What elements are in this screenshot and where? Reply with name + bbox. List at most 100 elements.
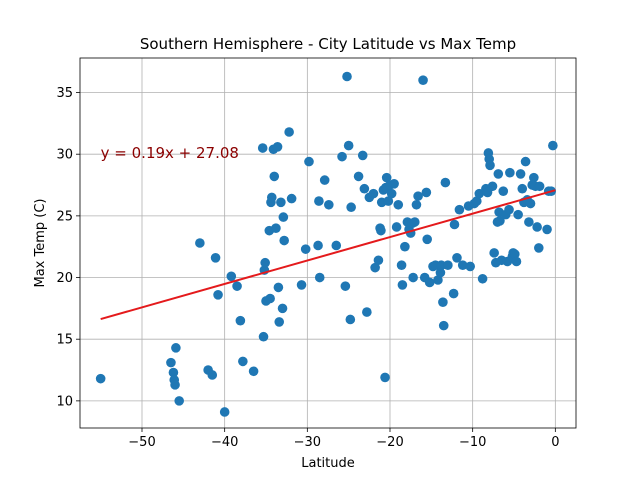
data-point (286, 193, 297, 204)
data-point (489, 248, 499, 258)
data-point (213, 290, 223, 300)
data-point (340, 281, 351, 291)
x-tick-label: −10 (459, 435, 486, 450)
data-point (276, 197, 286, 208)
data-point (381, 172, 392, 183)
data-point (272, 142, 283, 152)
data-point (260, 257, 270, 268)
grid-lines (80, 58, 576, 428)
data-point (226, 271, 237, 282)
data-point (314, 272, 325, 283)
data-point (331, 240, 342, 251)
data-point (452, 252, 462, 263)
data-point (449, 219, 460, 230)
data-point (313, 240, 323, 251)
regression-line (100, 189, 556, 321)
data-point (386, 188, 397, 199)
data-point (525, 198, 536, 209)
data-point (495, 216, 505, 226)
data-point (435, 267, 446, 278)
data-point (465, 261, 475, 272)
data-point (487, 181, 498, 192)
data-point (357, 150, 368, 161)
data-point (418, 75, 428, 85)
y-tick-label: 30 (56, 148, 73, 163)
data-point (368, 188, 379, 199)
data-point (219, 407, 230, 417)
data-point (370, 262, 380, 273)
data-point (408, 272, 418, 283)
data-point (324, 199, 334, 210)
data-point (373, 255, 384, 266)
data-point (337, 151, 347, 162)
data-point (440, 177, 451, 188)
data-point (166, 357, 176, 368)
data-point (504, 204, 514, 215)
y-tick-label: 35 (56, 86, 73, 101)
axis-ticks: −50 −40 −30 −20 −10 0 10 15 20 25 30 35 (56, 86, 559, 450)
x-tick-label: −40 (211, 435, 238, 450)
data-point (477, 273, 488, 284)
data-point (274, 317, 285, 327)
data-point (433, 275, 443, 285)
data-point (345, 314, 356, 325)
data-point (170, 380, 180, 390)
data-point (277, 303, 288, 314)
data-points (95, 71, 558, 417)
data-point (279, 235, 289, 246)
data-point (454, 204, 465, 215)
data-point (498, 186, 509, 196)
data-point (389, 179, 399, 189)
data-point (515, 169, 526, 179)
data-point (238, 356, 248, 367)
data-point (510, 249, 520, 259)
data-point (448, 288, 459, 299)
data-point (266, 192, 277, 203)
data-point (400, 241, 410, 252)
data-point (511, 256, 522, 267)
data-point (343, 140, 354, 151)
data-point (534, 181, 545, 192)
data-point (424, 277, 435, 288)
x-tick-label: 0 (551, 435, 559, 450)
data-point (248, 366, 259, 377)
chart-title: Southern Hemisphere - City Latitude vs M… (140, 35, 516, 53)
y-axis-label: Max Temp (C) (33, 198, 48, 287)
data-point (443, 260, 453, 271)
data-point (513, 209, 523, 220)
data-point (532, 222, 542, 232)
x-tick-label: −30 (294, 435, 321, 450)
data-point (520, 156, 531, 167)
data-point (353, 171, 364, 182)
x-tick-label: −20 (376, 435, 403, 450)
data-point (438, 297, 448, 308)
data-point (380, 372, 390, 383)
data-point (397, 280, 408, 290)
data-point (393, 199, 404, 210)
data-point (411, 199, 422, 210)
data-point (410, 217, 420, 227)
data-point (457, 260, 468, 271)
data-point (383, 196, 394, 206)
data-point (438, 320, 449, 331)
data-point (359, 183, 370, 194)
x-axis-label: Latitude (301, 456, 355, 471)
y-tick-label: 10 (56, 394, 73, 409)
data-point (542, 224, 552, 235)
data-point (296, 280, 307, 290)
data-point (524, 217, 534, 227)
data-point (257, 143, 268, 153)
data-point (269, 171, 280, 182)
data-point (396, 260, 407, 271)
data-point (436, 260, 447, 271)
data-point (265, 293, 275, 304)
data-point (548, 140, 558, 151)
y-tick-label: 15 (56, 333, 73, 348)
data-point (474, 188, 485, 199)
data-point (300, 244, 311, 254)
data-point (472, 196, 482, 206)
data-point (171, 343, 181, 353)
regression-equation: y = 0.19x + 27.08 (101, 144, 239, 162)
data-point (304, 156, 314, 167)
